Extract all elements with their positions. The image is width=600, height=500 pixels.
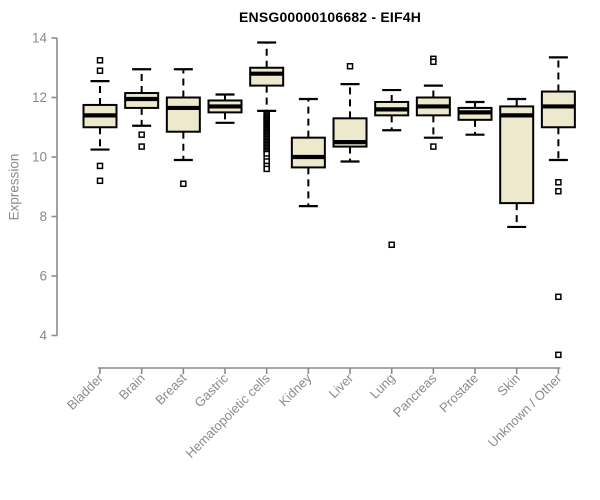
chart-title: ENSG00000106682 - EIF4H [238, 9, 422, 25]
x-category-label: Liver [326, 370, 357, 401]
box-group-unknown-other [540, 56, 576, 359]
iqr-box [165, 96, 201, 133]
box-group-brain [124, 68, 160, 150]
box-group-pancreas [415, 55, 451, 150]
x-category-label: Gastric [191, 370, 231, 410]
box-group-gastric [207, 93, 243, 124]
outlier-point [96, 67, 104, 74]
x-category-label: Kidney [276, 370, 315, 409]
iqr-box [499, 105, 535, 205]
box-group-bladder [82, 57, 118, 185]
y-tick-label: 8 [39, 209, 47, 224]
box-group-kidney [290, 97, 326, 208]
outlier-point [96, 162, 104, 170]
iqr-box [290, 136, 326, 169]
box-group-lung [374, 88, 410, 249]
x-category-label: Pancreas [390, 370, 440, 420]
box-group-prostate [457, 100, 493, 136]
x-category-label: Bladder [64, 370, 107, 413]
iqr-box [540, 90, 576, 129]
outlier-point [430, 58, 437, 66]
outlier-point [555, 187, 562, 195]
y-tick-label: 6 [39, 269, 47, 284]
x-category-label: Prostate [436, 371, 481, 416]
outlier-point [180, 180, 187, 188]
y-tick-label: 4 [39, 328, 47, 343]
outlier-point [555, 351, 562, 359]
outlier-point [555, 293, 562, 301]
x-category-label: Unknown / Other [485, 370, 565, 450]
outlier-point [263, 165, 270, 173]
outlier-point [346, 63, 354, 70]
y-tick-label: 10 [32, 150, 47, 165]
x-category-label: Skin [494, 371, 522, 399]
outlier-point [555, 179, 562, 186]
outlier-point [138, 131, 145, 138]
y-tick-label: 12 [32, 90, 47, 105]
box-group-breast [165, 68, 201, 188]
outlier-point [96, 177, 104, 185]
outlier-point [96, 57, 104, 64]
outlier-point [430, 143, 437, 150]
outlier-point [388, 241, 395, 249]
y-tick-label: 14 [32, 31, 48, 46]
x-category-label: Lung [367, 371, 398, 402]
box-group-hematopoietic-cells [249, 41, 285, 173]
iqr-box [249, 66, 285, 87]
x-category-label: Brain [116, 371, 148, 403]
box-group-liver [332, 63, 368, 163]
x-category-label: Breast [152, 370, 189, 407]
box-group-skin [499, 97, 535, 229]
outlier-point [138, 143, 145, 150]
